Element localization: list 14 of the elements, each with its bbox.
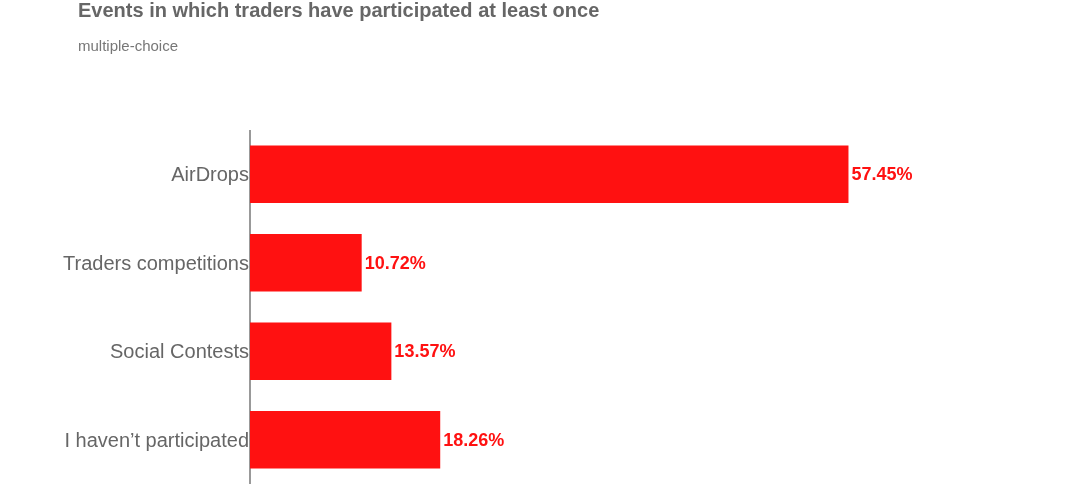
y-tick-label: Traders competitions xyxy=(63,251,249,274)
y-tick-label: AirDrops xyxy=(171,163,249,186)
bar xyxy=(250,322,392,381)
bar xyxy=(250,410,441,469)
chart-title: Events in which traders have participated at least once xyxy=(78,0,600,21)
y-tick-label: Social Contests xyxy=(110,340,249,363)
data-label: 18.26% xyxy=(443,429,505,450)
bar xyxy=(250,233,362,292)
data-label: 57.45% xyxy=(851,164,913,185)
data-label: 13.57% xyxy=(394,341,456,362)
text: multiple-choice xyxy=(78,37,179,54)
bar xyxy=(250,145,849,204)
y-tick-label: I haven’t participated xyxy=(64,428,249,451)
data-label: 10.72% xyxy=(364,252,426,273)
